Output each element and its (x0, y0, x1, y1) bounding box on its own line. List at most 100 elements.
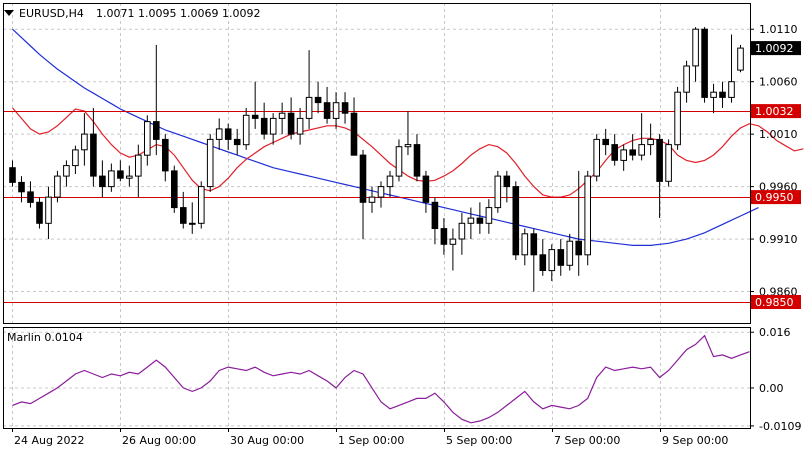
candle[interactable] (27, 181, 34, 208)
candle-body-bull (566, 240, 574, 266)
candle[interactable] (108, 163, 115, 192)
candle[interactable] (620, 144, 628, 171)
candle[interactable] (548, 244, 556, 282)
candle[interactable] (36, 197, 43, 229)
candle-body-bear (260, 117, 268, 135)
price-panel[interactable] (3, 3, 804, 323)
candle[interactable] (350, 97, 358, 156)
candle[interactable] (737, 44, 744, 73)
candle[interactable] (63, 160, 70, 187)
candle[interactable] (359, 149, 367, 240)
current-price-badge (751, 41, 801, 56)
candle[interactable] (18, 176, 25, 203)
candle-body-bull (54, 175, 61, 198)
candle[interactable] (287, 97, 295, 140)
candle[interactable] (90, 107, 97, 187)
candle[interactable] (629, 134, 637, 161)
candle[interactable] (278, 102, 286, 135)
price-tick-label: 0.9910 (759, 233, 798, 246)
candle[interactable] (674, 86, 681, 150)
candle[interactable] (512, 181, 520, 261)
candle[interactable] (135, 144, 142, 198)
candle[interactable] (242, 107, 250, 150)
candle[interactable] (9, 160, 16, 187)
candle[interactable] (602, 128, 610, 156)
candle[interactable] (171, 165, 178, 213)
candle[interactable] (656, 134, 663, 219)
candle[interactable] (719, 81, 726, 108)
candle[interactable] (332, 92, 340, 129)
candle[interactable] (251, 81, 259, 129)
candle[interactable] (269, 113, 277, 145)
candle[interactable] (144, 115, 151, 166)
candle-body-bear (557, 249, 565, 266)
candle[interactable] (530, 228, 538, 292)
candle[interactable] (368, 186, 376, 213)
candle[interactable] (611, 134, 619, 166)
candle[interactable] (557, 239, 565, 276)
indicator-tick-label: -0.0109 (759, 420, 801, 433)
candle[interactable] (215, 118, 223, 150)
marlin-indicator-panel[interactable]: Marlin 0.0104 (3, 327, 750, 428)
candle[interactable] (476, 202, 484, 234)
candle[interactable] (296, 107, 304, 145)
candle[interactable] (422, 170, 430, 213)
candle[interactable] (485, 199, 493, 234)
candle-body-bull (521, 233, 529, 256)
candle[interactable] (467, 207, 475, 240)
candle[interactable] (566, 233, 574, 271)
candle[interactable] (126, 165, 133, 187)
candle[interactable] (72, 145, 79, 175)
candle[interactable] (638, 113, 646, 161)
candle[interactable] (54, 170, 61, 203)
candle[interactable] (665, 139, 672, 187)
candle[interactable] (45, 186, 52, 240)
candle[interactable] (386, 170, 394, 198)
candle[interactable] (198, 181, 205, 229)
candle[interactable] (584, 170, 592, 266)
candle[interactable] (701, 27, 708, 103)
candle[interactable] (413, 134, 421, 182)
time-tick-label: 1 Sep 00:00 (338, 434, 404, 447)
candle[interactable] (647, 123, 654, 156)
candle[interactable] (81, 113, 88, 166)
candle[interactable] (395, 139, 403, 182)
candle[interactable] (431, 197, 439, 245)
candle[interactable] (323, 86, 331, 124)
candle[interactable] (728, 34, 735, 103)
candle[interactable] (503, 170, 511, 203)
candle[interactable] (341, 92, 349, 124)
candle-body-bear (341, 102, 349, 114)
candle[interactable] (99, 160, 106, 198)
candle[interactable] (206, 134, 214, 192)
candle[interactable] (180, 191, 187, 229)
time-tick-label: 30 Aug 00:00 (230, 434, 304, 447)
candle[interactable] (575, 170, 583, 276)
candle[interactable] (260, 102, 268, 140)
symbol-dropdown-icon[interactable] (4, 10, 14, 16)
candle[interactable] (539, 239, 547, 276)
candle[interactable] (404, 111, 412, 156)
candle[interactable] (162, 134, 169, 182)
candle[interactable] (440, 218, 448, 255)
candle[interactable] (153, 44, 160, 156)
candle[interactable] (189, 202, 196, 234)
candle-body-bull (467, 217, 475, 224)
candle[interactable] (117, 160, 124, 182)
candle[interactable] (692, 27, 699, 82)
candle[interactable] (224, 123, 232, 150)
candle[interactable] (233, 128, 241, 156)
candle-body-bear (350, 112, 358, 156)
candle[interactable] (683, 60, 690, 103)
candle[interactable] (314, 81, 322, 114)
candle[interactable] (710, 83, 717, 114)
candle[interactable] (377, 181, 385, 208)
candle[interactable] (458, 212, 466, 255)
candle[interactable] (593, 134, 601, 182)
candle[interactable] (494, 170, 502, 213)
candle[interactable] (449, 228, 457, 271)
candle[interactable] (521, 228, 529, 266)
candle[interactable] (305, 50, 313, 129)
